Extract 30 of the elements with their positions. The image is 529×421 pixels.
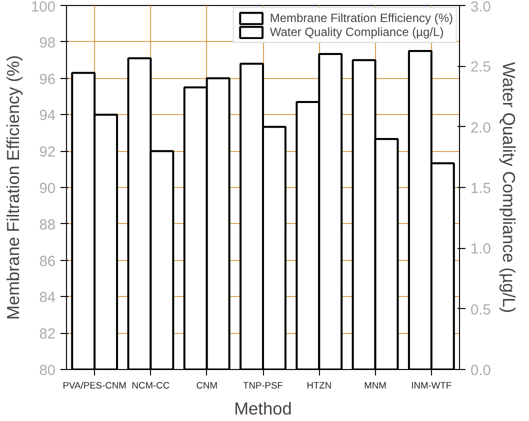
y-tick-label: 96 [39,72,56,88]
y-tick-label: 88 [39,217,56,234]
x-tick-label: CNM [196,380,218,390]
y-tick-label: 82 [39,326,56,343]
y-tick-label: 90 [39,181,56,197]
y2-tick-label: 2.5 [470,60,491,76]
y2-tick-label: 1.5 [470,181,491,197]
y-tick-label: 94 [39,108,56,124]
y-axis-title: Membrane Filtration Efficiency (%) [3,55,24,320]
y2-tick-label: 3.0 [470,0,491,16]
y-tick-label: 86 [39,254,56,270]
legend-label: Membrane Filtration Efficiency (%) [270,11,453,25]
y-tick-label: 80 [39,363,56,379]
x-tick-label: TNP-PSF [243,380,284,390]
x-tick-label: MNM [364,380,386,390]
y2-tick-label: 0.5 [470,302,491,318]
x-tick-label: HTZN [306,380,332,390]
x-axis-title: Method [234,398,292,418]
y-tick-label: 84 [39,290,56,306]
x-tick-label: PVA/PES-CNM [62,380,126,390]
legend-label: Water Quality Compliance (µg/L) [270,25,444,39]
y-tick-label: 92 [39,144,56,161]
y-tick-label: 100 [31,0,56,16]
x-tick-label: INM-WTF [411,380,452,390]
y2-tick-label: 1.0 [470,242,491,258]
y2-tick-label: 2.0 [470,120,491,136]
y2-axis-title: Water Quality Compliance (µg/L) [498,62,519,314]
y2-tick-label: 0.0 [470,363,491,379]
y-tick-label: 98 [39,35,56,52]
x-tick-label: NCM-CC [132,380,170,390]
